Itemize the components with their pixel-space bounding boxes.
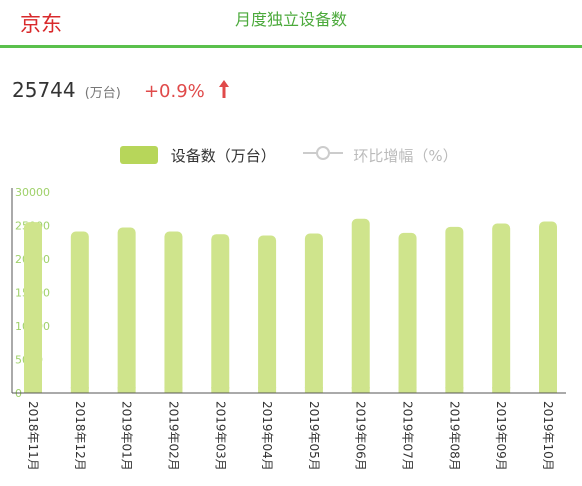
summary: 25744 (万台) +0.9% <box>12 78 230 103</box>
bar <box>398 232 417 393</box>
x-tick-label: 2019年04月 <box>260 401 274 471</box>
bar-base <box>70 387 89 393</box>
bar <box>258 235 277 393</box>
x-tick-label: 2019年02月 <box>166 401 180 471</box>
x-tick-label: 2019年06月 <box>354 401 368 471</box>
legend-label-devices: 设备数（万台） <box>170 146 276 165</box>
x-tick-label: 2018年11月 <box>26 401 40 471</box>
bar-base <box>351 387 370 393</box>
x-tick-label: 2019年01月 <box>120 401 134 471</box>
bar <box>211 234 230 393</box>
bar-base <box>258 387 277 393</box>
bar-base <box>398 387 417 393</box>
bar-chart: 0500010000150002000025000300002018年11月20… <box>11 186 566 471</box>
legend-item-devices[interactable]: 设备数（万台） <box>120 145 276 166</box>
x-tick-label: 2019年09月 <box>494 401 508 471</box>
x-tick-label: 2019年03月 <box>213 401 227 471</box>
legend-line-swatch <box>302 144 343 166</box>
bar-base <box>445 387 464 393</box>
bar <box>351 218 370 393</box>
x-tick-label: 2019年08月 <box>447 401 461 471</box>
x-tick-label: 2019年07月 <box>401 401 415 471</box>
header: 京东 月度独立设备数 <box>0 0 582 48</box>
x-tick-label: 2019年10月 <box>541 401 555 471</box>
summary-change: +0.9% <box>143 81 205 102</box>
bar-base <box>24 387 42 393</box>
bar <box>445 226 464 393</box>
bar-base <box>164 387 183 393</box>
legend-label-growth: 环比增幅（%） <box>353 146 458 165</box>
brand-logo: 京东 <box>20 12 62 36</box>
bar <box>117 227 136 393</box>
chart-legend: 设备数（万台） 环比增幅（%） <box>120 144 458 166</box>
y-tick-label: 30000 <box>15 186 50 199</box>
arrow-up-icon <box>218 79 230 103</box>
summary-unit: (万台) <box>84 86 121 101</box>
page-title: 月度独立设备数 <box>234 10 347 29</box>
header-divider <box>0 45 582 48</box>
bar <box>70 231 89 393</box>
bar <box>492 223 511 393</box>
bar <box>539 221 557 393</box>
bar-base <box>117 387 136 393</box>
bar <box>24 222 42 393</box>
bar-base <box>211 387 230 393</box>
x-tick-label: 2018年12月 <box>73 401 87 471</box>
legend-bar-swatch <box>120 146 158 164</box>
bar <box>164 231 183 393</box>
legend-item-growth[interactable]: 环比增幅（%） <box>281 144 458 166</box>
bar-base <box>304 387 323 393</box>
summary-value: 25744 <box>12 78 76 102</box>
x-tick-label: 2019年05月 <box>307 401 321 471</box>
bar-base <box>539 387 557 393</box>
bar-base <box>492 387 511 393</box>
bar <box>304 233 323 393</box>
